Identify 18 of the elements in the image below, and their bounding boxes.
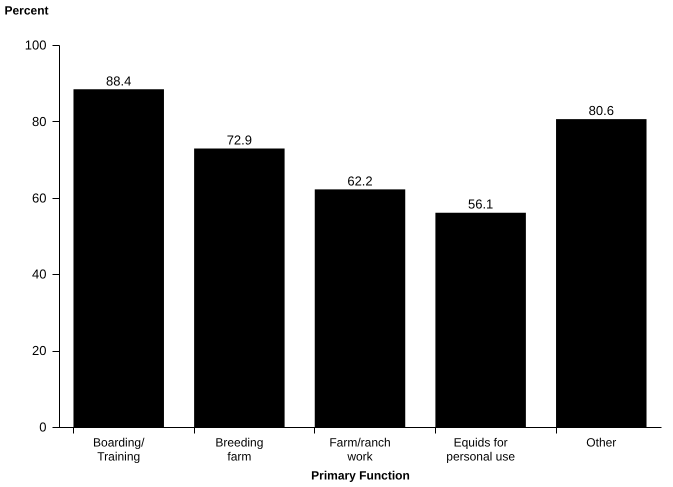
data-label: 56.1 <box>468 196 494 212</box>
y-tick-label: 20 <box>32 343 46 358</box>
y-tick-label: 80 <box>32 114 46 129</box>
data-label: 88.4 <box>106 73 132 88</box>
y-tick-label: 0 <box>39 420 46 434</box>
x-tick-label: Boarding/ Training <box>93 436 146 464</box>
y-tick-label: 40 <box>32 266 46 282</box>
y-tick-label: 100 <box>24 38 46 52</box>
y-tick-label: 60 <box>32 190 46 206</box>
x-tick-label: Farm/ranch work <box>329 436 391 464</box>
x-tick-label: Breeding farm <box>215 436 264 464</box>
data-label: 62.2 <box>347 173 373 188</box>
data-label: 80.6 <box>588 103 614 118</box>
data-label: 72.9 <box>226 132 252 148</box>
x-tick-label: Other <box>586 436 616 450</box>
x-axis-title: Primary Function <box>311 468 410 482</box>
x-tick-label: Equids for personal use <box>446 436 516 464</box>
y-axis-title: Percent <box>4 4 49 18</box>
